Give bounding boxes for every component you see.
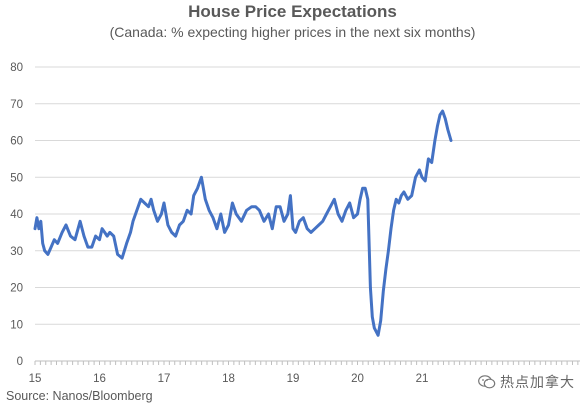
watermark: 热点加拿大 (478, 372, 575, 392)
wechat-icon (478, 375, 496, 389)
chart-subtitle: (Canada: % expecting higher prices in th… (109, 24, 476, 40)
y-axis-ticks: 0 10 20 30 40 50 60 70 80 (10, 62, 23, 368)
y-tick-label: 20 (10, 283, 23, 295)
x-tick-label: 19 (287, 373, 300, 385)
y-tick-label: 60 (10, 136, 23, 148)
gridlines (35, 66, 580, 325)
watermark-text: 热点加拿大 (500, 375, 575, 391)
y-tick-label: 70 (10, 99, 23, 111)
source-note: Source: Nanos/Bloomberg (6, 389, 153, 403)
x-axis-tick-marks (34, 361, 579, 365)
y-tick-label: 10 (10, 319, 23, 331)
x-tick-label: 21 (416, 373, 429, 385)
x-axis-ticks: 15 16 17 18 19 20 21 (29, 373, 429, 385)
y-tick-label: 40 (10, 209, 23, 221)
y-tick-label: 0 (17, 356, 23, 368)
y-tick-label: 50 (10, 172, 23, 184)
y-tick-label: 30 (10, 246, 23, 258)
chart-title: House Price Expectations (188, 2, 397, 21)
x-tick-label: 16 (93, 373, 106, 385)
x-tick-label: 20 (351, 373, 364, 385)
y-tick-label: 80 (10, 62, 23, 74)
series-line (33, 109, 453, 337)
x-tick-label: 18 (222, 373, 235, 385)
x-tick-label: 17 (158, 373, 171, 385)
x-tick-label: 15 (29, 373, 42, 385)
